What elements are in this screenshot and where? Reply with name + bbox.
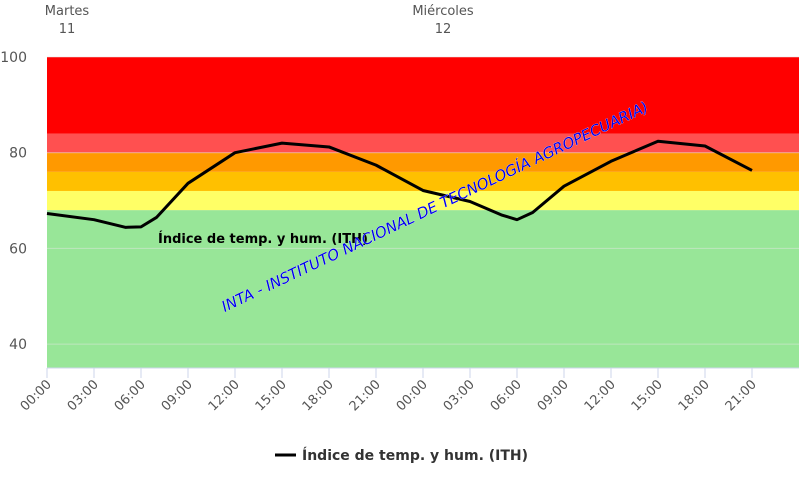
x-tick-label: 09:00 xyxy=(159,377,196,414)
x-tick-label: 09:00 xyxy=(535,377,572,414)
x-tick-label: 12:00 xyxy=(582,377,619,414)
y-tick-label: 60 xyxy=(9,241,27,257)
x-tick-label: 21:00 xyxy=(723,377,760,414)
top-day-label: Miércoles xyxy=(412,4,474,19)
x-tick-label: 00:00 xyxy=(394,377,431,414)
legend-label[interactable]: Índice de temp. y hum. (ITH) xyxy=(302,447,528,464)
x-tick-label: 15:00 xyxy=(253,377,290,414)
plot-band xyxy=(47,133,799,153)
x-tick-label: 03:00 xyxy=(441,377,478,414)
top-date-label: 11 xyxy=(59,22,76,37)
series-label: Índice de temp. y hum. (ITH) xyxy=(158,231,368,247)
plot-band xyxy=(47,171,799,191)
plot-band xyxy=(47,210,799,368)
x-tick-label: 21:00 xyxy=(347,377,384,414)
plot-band xyxy=(47,152,799,172)
x-tick-label: 15:00 xyxy=(629,377,666,414)
y-tick-label: 100 xyxy=(0,50,27,66)
x-tick-label: 00:00 xyxy=(18,377,55,414)
y-tick-label: 80 xyxy=(9,146,27,162)
top-day-label: Martes xyxy=(45,4,90,19)
x-tick-label: 18:00 xyxy=(300,377,337,414)
x-tick-label: 18:00 xyxy=(676,377,713,414)
x-tick-label: 06:00 xyxy=(112,377,149,414)
x-tick-label: 06:00 xyxy=(488,377,525,414)
x-tick-label: 03:00 xyxy=(65,377,102,414)
y-tick-label: 40 xyxy=(9,337,27,353)
x-tick-label: 12:00 xyxy=(206,377,243,414)
line-series xyxy=(46,139,753,229)
top-date-label: 12 xyxy=(435,22,452,37)
plot-band xyxy=(47,57,799,134)
plot-band xyxy=(47,190,799,211)
